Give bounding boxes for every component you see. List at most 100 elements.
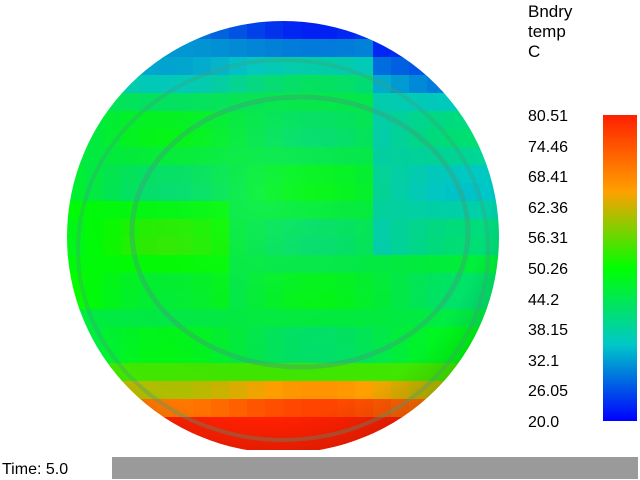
sphere-patch — [481, 111, 499, 130]
sphere-patch — [139, 435, 158, 450]
sphere-patch — [481, 21, 499, 40]
sphere-patch — [445, 39, 464, 58]
sphere-patch — [481, 417, 499, 436]
sphere-patch — [67, 345, 86, 364]
sphere-patch — [373, 21, 392, 40]
render-viewport[interactable] — [0, 0, 520, 450]
sphere-patch — [481, 399, 499, 418]
sphere-patch — [85, 57, 104, 76]
legend-tick: 50.26 — [528, 261, 569, 278]
sphere-patch — [67, 75, 86, 94]
sphere-patch — [121, 435, 140, 450]
sphere-patch — [427, 399, 446, 418]
legend-tick: 56.31 — [528, 230, 569, 248]
sphere-patch — [103, 399, 122, 418]
legend-tick: 38.15 — [528, 322, 569, 340]
sphere-patch — [409, 417, 428, 436]
legend-title: Bndry temp C — [528, 2, 572, 62]
sphere-patch — [391, 435, 410, 450]
sphere-patch — [481, 39, 499, 58]
legend-tick: 74.46 — [528, 138, 569, 156]
sphere-patch — [445, 381, 464, 400]
sphere-patch — [463, 57, 482, 76]
legend-tick: 62.36 — [528, 199, 569, 217]
legend-title-line: temp — [528, 22, 566, 41]
sphere-patch — [445, 399, 464, 418]
sphere-patch — [463, 93, 482, 112]
sphere-patch — [445, 75, 464, 94]
legend-tick: 32.1 — [528, 352, 560, 370]
sphere-patch — [67, 417, 86, 436]
legend-tick: 44.2 — [528, 291, 560, 309]
sphere-patch — [481, 381, 499, 400]
sphere-patch — [427, 435, 446, 450]
sphere-patch — [481, 93, 499, 112]
sphere-patch — [103, 75, 122, 94]
sphere-patch — [409, 21, 428, 40]
sphere-patch — [85, 417, 104, 436]
sphere-patch — [139, 417, 158, 436]
sphere-patch — [463, 363, 482, 382]
sphere-patch — [103, 57, 122, 76]
sphere-patch — [85, 363, 104, 382]
sphere-patch — [175, 21, 194, 40]
sphere-patch — [391, 21, 410, 40]
legend-tick: 20.0 — [528, 414, 560, 431]
legend-title-line: C — [528, 42, 541, 61]
legend-tick: 26.05 — [528, 383, 569, 401]
sphere-patch — [157, 21, 176, 40]
sphere-patch — [67, 111, 86, 130]
sphere-patch — [85, 399, 104, 418]
sphere-patch — [67, 93, 86, 112]
sphere-patch — [481, 129, 499, 148]
sphere-patch — [121, 39, 140, 58]
sphere-patch — [85, 381, 104, 400]
sphere-patch — [67, 39, 86, 58]
outer-ring — [76, 58, 490, 442]
sphere-patch — [67, 399, 86, 418]
sphere-patch — [85, 21, 104, 40]
sphere-patch — [463, 381, 482, 400]
sphere-patch — [67, 21, 86, 40]
sphere-patch — [427, 39, 446, 58]
sphere-patch — [463, 435, 482, 450]
sphere-patch — [121, 399, 140, 418]
sphere-patch — [121, 417, 140, 436]
legend-colorbar — [603, 115, 637, 421]
sphere-patch — [103, 381, 122, 400]
legend-tick-labels: 80.51 74.46 68.41 62.36 56.31 50.26 44.2… — [528, 108, 598, 434]
sphere-patch — [373, 435, 392, 450]
sphere-patch — [85, 435, 104, 450]
sphere-patch — [67, 327, 86, 346]
sphere-patch — [463, 39, 482, 58]
sphere-patch — [463, 417, 482, 436]
sphere-patch — [481, 75, 499, 94]
sphere-patch — [103, 417, 122, 436]
sphere-shading — [67, 21, 499, 450]
sphere-patch — [463, 399, 482, 418]
sphere-patch — [427, 417, 446, 436]
sphere-patch — [409, 39, 428, 58]
legend-tick: 68.41 — [528, 169, 569, 187]
sphere-patch — [481, 345, 499, 364]
sphere-patch — [463, 21, 482, 40]
sphere-patch — [445, 435, 464, 450]
sphere-patch — [481, 57, 499, 76]
sphere-patch — [157, 435, 176, 450]
sphere-patch — [445, 417, 464, 436]
legend-tick: 80.51 — [528, 108, 569, 125]
sphere-patch — [67, 381, 86, 400]
sphere-patch — [175, 435, 194, 450]
sphere-patch — [445, 21, 464, 40]
sphere-patch — [463, 75, 482, 94]
sphere-patch — [67, 57, 86, 76]
sphere-patch — [409, 435, 428, 450]
sphere-patch — [67, 435, 86, 450]
sphere-patch — [481, 363, 499, 382]
sphere-patch — [427, 21, 446, 40]
time-slider[interactable] — [112, 457, 638, 479]
sphere-patch — [85, 39, 104, 58]
sphere-patch — [139, 39, 158, 58]
sphere-patch — [103, 39, 122, 58]
time-label: Time: 5.0 — [2, 461, 69, 478]
